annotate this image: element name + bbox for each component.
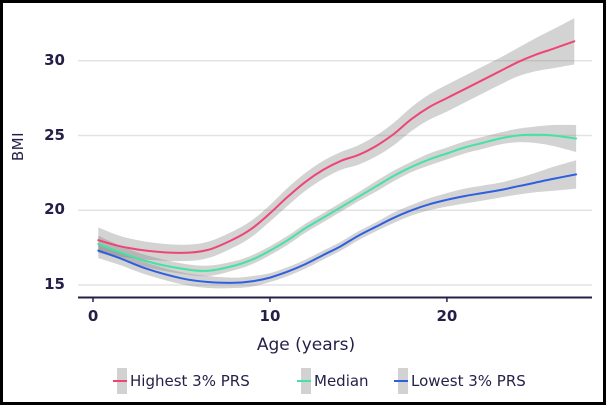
- y-tick-label-15: 15: [44, 275, 65, 294]
- legend-item-lowest-3-prs: Lowest 3% PRS: [394, 367, 526, 395]
- x-tick-label-10: 10: [259, 307, 281, 325]
- legend-label: Median: [314, 372, 369, 390]
- x-tick-label-0: 0: [87, 307, 99, 325]
- series-line-median: [97, 133, 578, 272]
- x-tick-label-20: 20: [436, 307, 458, 325]
- y-tick-label-20: 20: [44, 200, 65, 219]
- legend-label: Highest 3% PRS: [130, 372, 250, 390]
- legend-item-highest-3-prs: Highest 3% PRS: [113, 367, 250, 395]
- series-line-highest-3-prs: [97, 40, 576, 254]
- band-lowest-3-prs: [98, 160, 577, 289]
- legend-swatch-highest-3-prs: [113, 368, 127, 394]
- gridlines: [78, 59, 592, 286]
- legend-item-median: Median: [297, 367, 369, 395]
- y-tick-label-25: 25: [44, 125, 65, 144]
- x-axis: [78, 296, 592, 302]
- series-line-lowest-3-prs: [97, 173, 578, 284]
- y-tick-label-30: 30: [44, 50, 65, 69]
- y-axis-title: BMI: [9, 132, 27, 162]
- x-axis-title: Age (years): [256, 335, 356, 355]
- legend: Highest 3% PRS Median Lowest 3% PRS: [3, 367, 603, 397]
- legend-swatch-median: [297, 368, 311, 394]
- legend-label: Lowest 3% PRS: [411, 372, 526, 390]
- legend-swatch-lowest-3-prs: [394, 368, 408, 394]
- series-lines: [97, 40, 578, 284]
